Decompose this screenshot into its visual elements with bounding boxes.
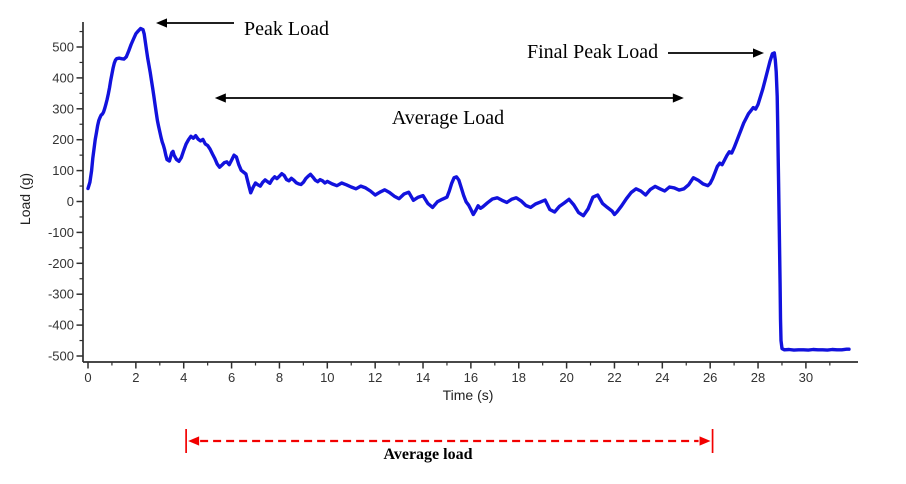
average-window-right-arrowhead (699, 436, 711, 446)
y-tick-label: -400 (48, 318, 74, 333)
x-tick-label: 26 (703, 370, 717, 385)
x-tick-label: 24 (655, 370, 669, 385)
x-tick-label: 10 (320, 370, 334, 385)
average-load-window-annotation-label: Average load (383, 446, 473, 463)
y-tick-label: 100 (52, 163, 74, 178)
average-window-left-arrowhead (188, 436, 200, 446)
x-tick-label: 18 (512, 370, 526, 385)
y-tick-label: -500 (48, 349, 74, 364)
load-series-line (86, 26, 851, 352)
x-tick-label: 28 (751, 370, 765, 385)
x-tick-label: 16 (464, 370, 478, 385)
x-tick-label: 14 (416, 370, 430, 385)
y-tick-label: 200 (52, 132, 74, 147)
y-axis-title: Load (g) (17, 172, 33, 226)
average-load-span-annotation-label: Average Load (391, 107, 505, 129)
y-tick-label: 0 (67, 194, 74, 209)
x-tick-label: 6 (228, 370, 235, 385)
final-peak-load-annotation-label: Final Peak Load (527, 41, 659, 63)
x-tick-label: 8 (276, 370, 283, 385)
x-tick-label: 12 (368, 370, 382, 385)
average-load-span-right-arrowhead (672, 93, 684, 103)
y-tick-label: -100 (48, 225, 74, 240)
y-tick-label: 300 (52, 101, 74, 116)
y-tick-label: 400 (52, 70, 74, 85)
peak-load-annotation-label: Peak Load (244, 18, 329, 40)
x-tick-label: 22 (607, 370, 621, 385)
peak-load-arrowhead (156, 18, 167, 28)
x-tick-label: 2 (132, 370, 139, 385)
x-tick-label: 20 (559, 370, 573, 385)
x-tick-label: 4 (180, 370, 187, 385)
average-load-span-left-arrowhead (214, 93, 226, 103)
y-tick-label: -300 (48, 287, 74, 302)
y-tick-label: 500 (52, 40, 74, 55)
x-tick-label: 30 (799, 370, 813, 385)
x-axis-title: Time (s) (442, 387, 494, 403)
final-peak-load-arrowhead (753, 48, 764, 58)
y-tick-label: -200 (48, 256, 74, 271)
x-tick-label: 0 (84, 370, 91, 385)
